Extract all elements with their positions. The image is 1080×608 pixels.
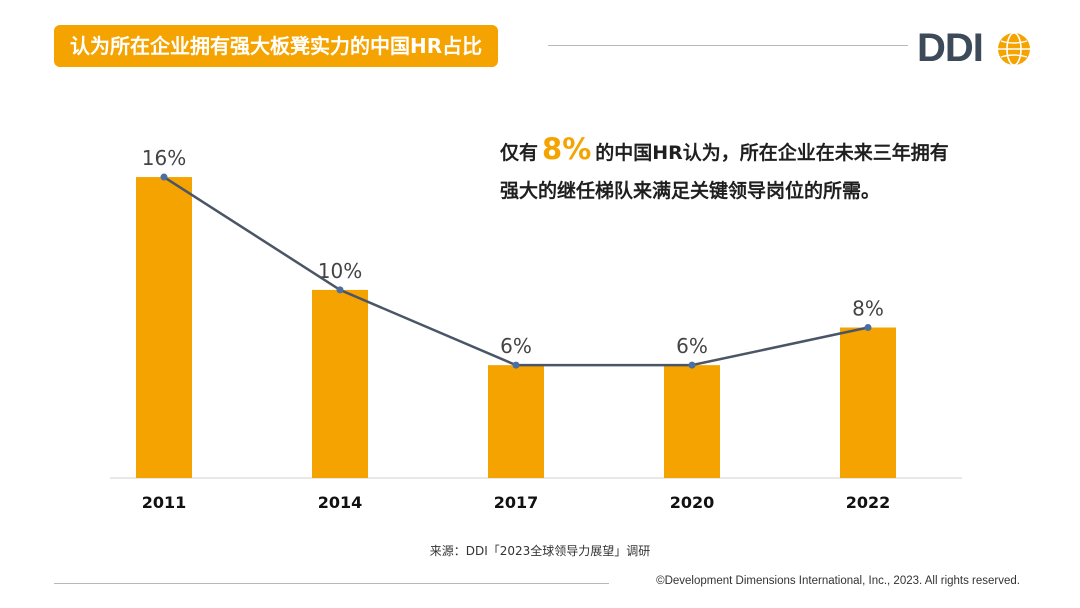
callout-prefix: 仅有 (500, 142, 539, 164)
data-label-2020: 6% (676, 334, 708, 358)
x-tick-2014: 2014 (318, 493, 363, 512)
ddi-logo: DDI (917, 26, 1037, 70)
data-label-2022: 8% (852, 297, 884, 321)
title-divider (548, 45, 908, 46)
trend-point-2020 (688, 361, 696, 369)
callout-suffix: 的中国HR认为，所在企业在未来三年拥有强大的继任梯队来满足关键领导岗位的所需。 (500, 142, 949, 202)
globe-icon (998, 32, 1030, 66)
data-label-2017: 6% (500, 334, 532, 358)
trend-point-2017 (512, 361, 520, 369)
logo-text: DDI (917, 26, 984, 70)
data-label-2014: 10% (318, 259, 362, 283)
x-tick-2011: 2011 (142, 493, 187, 512)
x-tick-2022: 2022 (846, 493, 891, 512)
bar-2020 (664, 365, 720, 478)
footer-divider (54, 583, 609, 584)
bar-2022 (840, 327, 896, 478)
trend-point-2011 (160, 173, 168, 181)
x-tick-2020: 2020 (670, 493, 715, 512)
data-label-2011: 16% (142, 146, 186, 170)
copyright-text: ©Development Dimensions International, I… (656, 575, 1020, 587)
callout-highlight: 8% (542, 132, 592, 166)
bar-2014 (312, 289, 368, 478)
bar-2017 (488, 365, 544, 478)
x-tick-2017: 2017 (494, 493, 539, 512)
trend-point-2014 (336, 286, 344, 294)
trend-point-2022 (864, 324, 872, 332)
source-note: 来源：DDI「2023全球领导力展望」调研 (429, 544, 651, 558)
callout-text: 仅有 8% 的中国HR认为，所在企业在未来三年拥有强大的继任梯队来满足关键领导岗位的… (500, 130, 960, 210)
bar-2011 (136, 177, 192, 479)
page-title: 认为所在企业拥有强大板凳实力的中国HR占比 (54, 25, 499, 67)
